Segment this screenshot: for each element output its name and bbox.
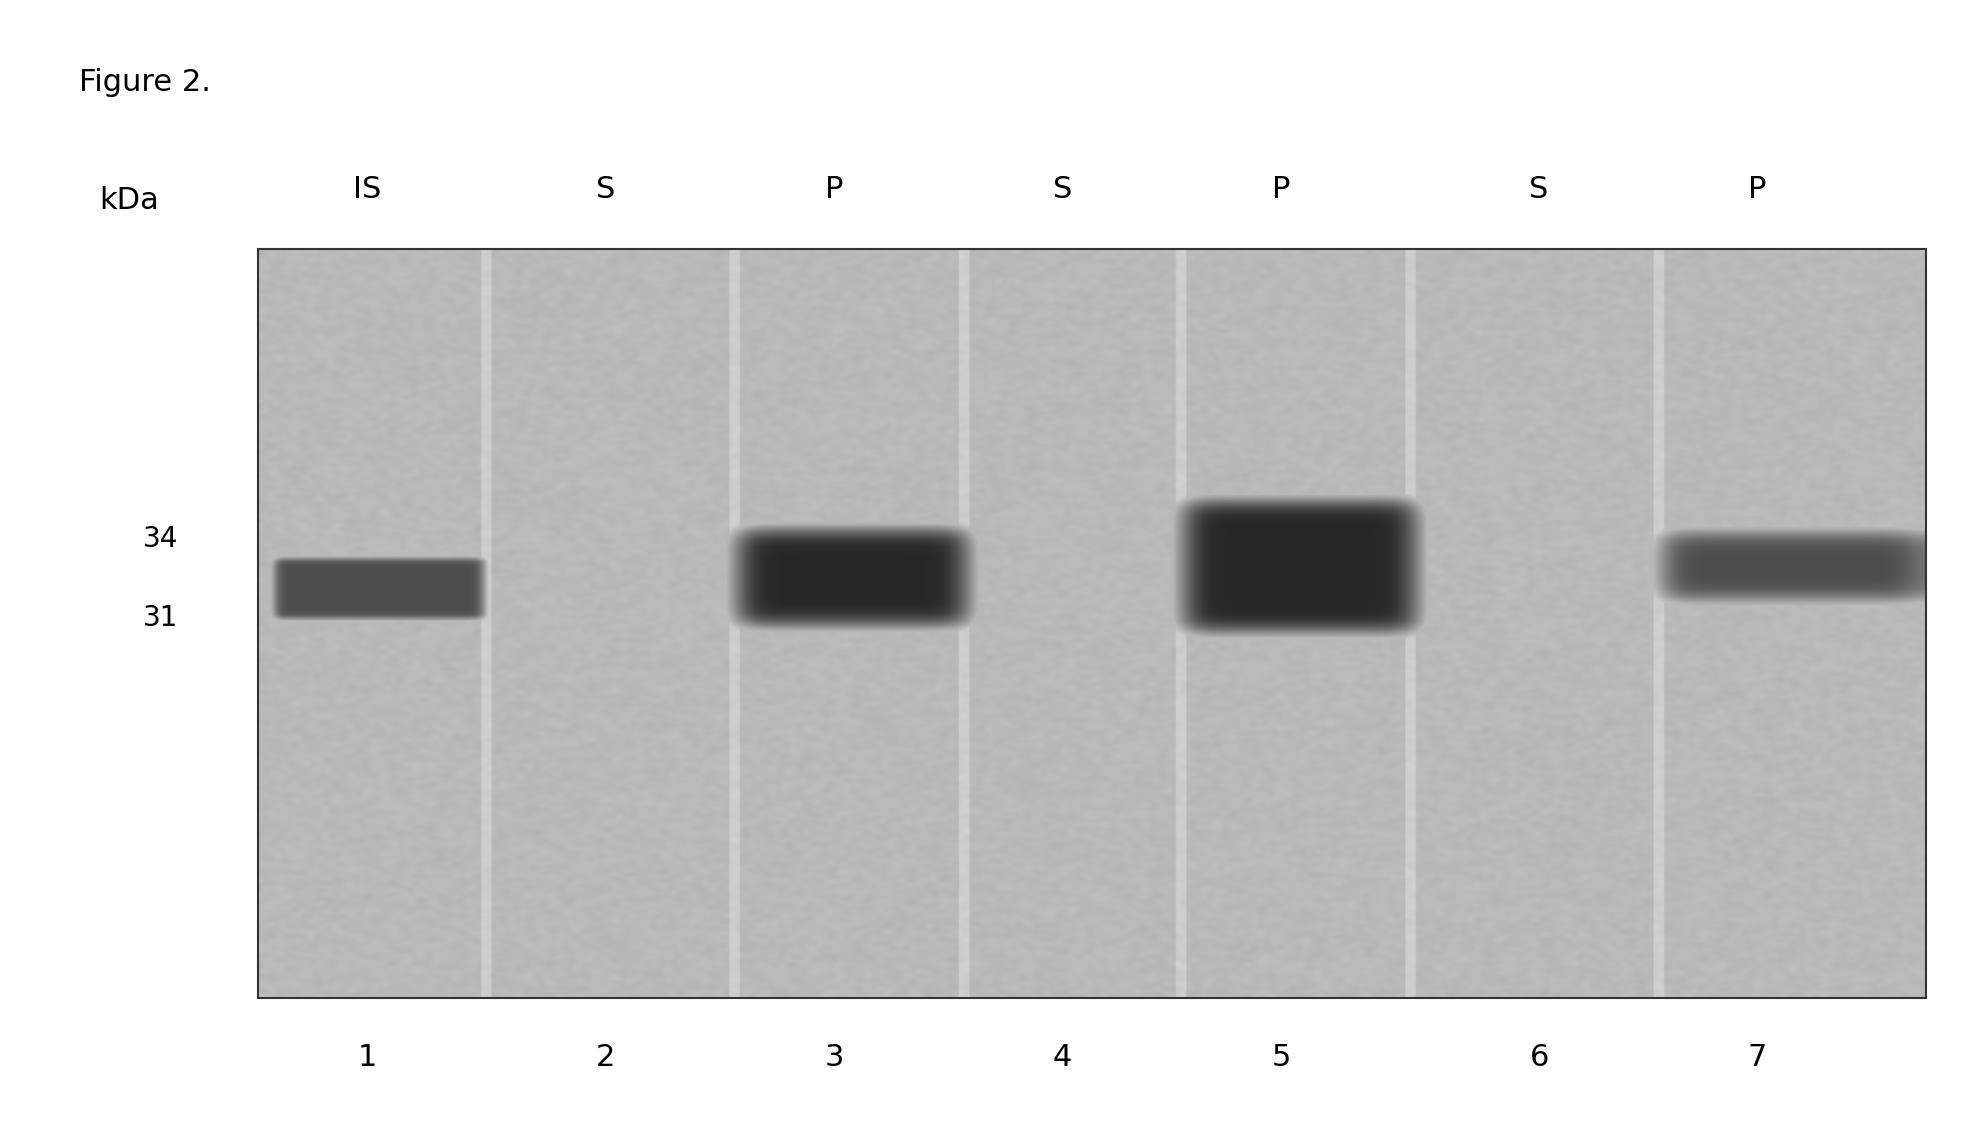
Text: 5: 5	[1271, 1043, 1291, 1073]
Text: S: S	[596, 175, 616, 204]
Text: 1: 1	[357, 1043, 377, 1073]
Bar	[258, 249, 1926, 998]
Text: 4: 4	[1053, 1043, 1072, 1073]
Text: P: P	[1748, 175, 1768, 204]
Text: 3: 3	[824, 1043, 844, 1073]
Text: S: S	[1053, 175, 1072, 204]
Text: 34: 34	[143, 525, 179, 552]
Text: 6: 6	[1529, 1043, 1549, 1073]
Text: S: S	[1529, 175, 1549, 204]
Text: Figure 2.: Figure 2.	[79, 68, 211, 98]
Text: IS: IS	[354, 175, 381, 204]
Text: P: P	[824, 175, 844, 204]
Text: 7: 7	[1748, 1043, 1768, 1073]
Text: P: P	[1271, 175, 1291, 204]
Text: 2: 2	[596, 1043, 616, 1073]
Text: kDa: kDa	[99, 186, 159, 215]
Text: 31: 31	[143, 604, 179, 632]
